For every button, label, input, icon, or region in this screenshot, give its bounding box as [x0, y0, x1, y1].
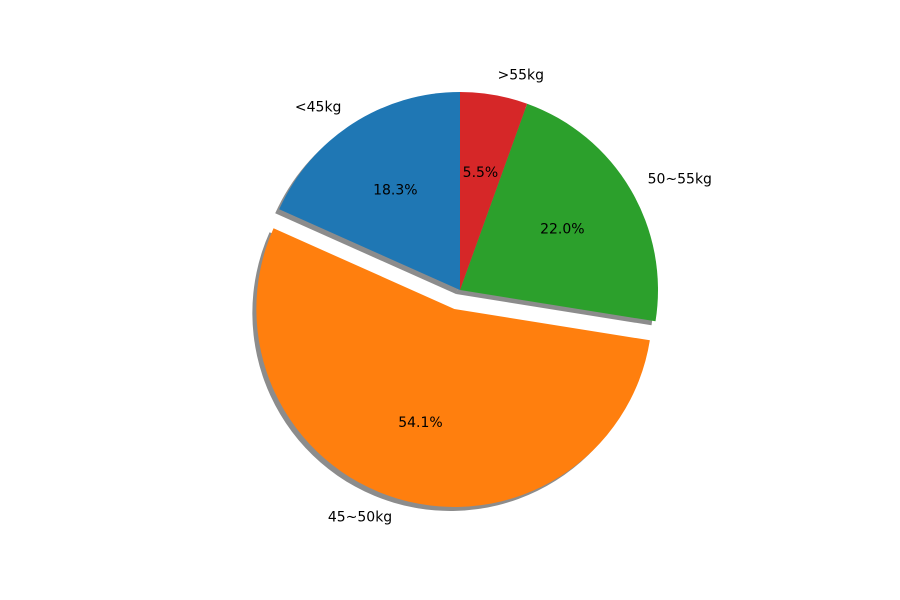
value-label: 5.5% — [463, 165, 499, 181]
slice-label: >55kg — [497, 67, 544, 83]
value-label: 22.0% — [540, 222, 584, 238]
slice-label: <45kg — [295, 99, 342, 115]
value-label: 18.3% — [373, 182, 417, 198]
slice-label: 45~50kg — [328, 510, 392, 526]
slice-label: 50~55kg — [648, 171, 712, 187]
slice — [279, 92, 460, 290]
slice — [460, 103, 659, 322]
slice — [460, 92, 528, 290]
slice — [256, 228, 650, 507]
value-label: 54.1% — [398, 415, 442, 431]
